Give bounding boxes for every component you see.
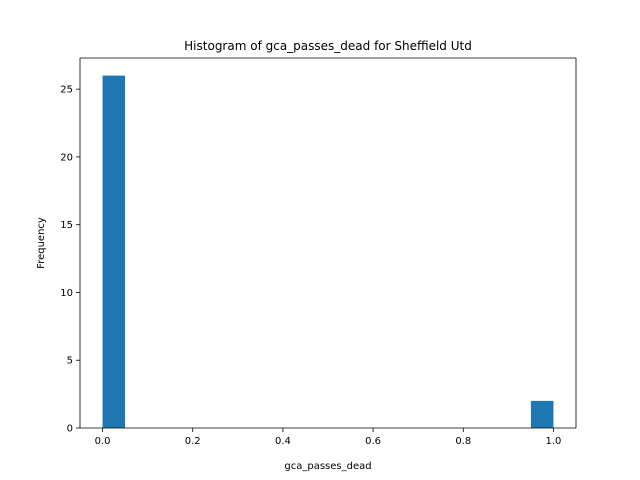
x-tick-label-5: 1.0 (546, 436, 562, 447)
x-axis-label: gca_passes_dead (284, 461, 371, 472)
bars-layer (102, 75, 554, 428)
y-tick-label-3: 15 (60, 220, 73, 231)
x-tick-label-2: 0.4 (275, 436, 291, 447)
ticks-layer: 0.0 0.2 0.4 0.6 0.8 1.0 0 5 10 15 20 25 (60, 85, 561, 447)
y-tick-label-4: 20 (60, 152, 73, 163)
y-tick-label-5: 25 (60, 85, 73, 96)
histogram-bar-1 (530, 400, 554, 428)
x-tick-label-3: 0.6 (365, 436, 381, 447)
x-tick-label-4: 0.8 (455, 436, 471, 447)
axes-layer (79, 57, 577, 429)
chart-title: Histogram of gca_passes_dead for Sheffie… (184, 39, 472, 53)
y-tick-label-1: 5 (67, 356, 73, 367)
histogram-bar-0 (102, 75, 126, 428)
y-axis-label: Frequency (36, 217, 47, 269)
y-tick-label-0: 0 (67, 424, 73, 435)
x-tick-label-1: 0.2 (185, 436, 201, 447)
x-tick-label-0: 0.0 (95, 436, 111, 447)
y-tick-label-2: 10 (60, 288, 73, 299)
